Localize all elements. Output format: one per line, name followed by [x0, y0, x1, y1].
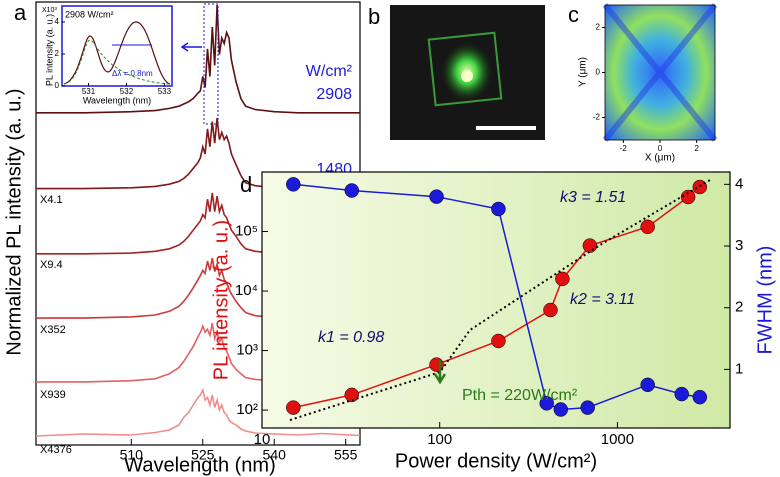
- inset-x-tick-label: 533: [158, 87, 172, 96]
- inset-title: 2908 W/cm²: [65, 9, 114, 19]
- data-point: [429, 189, 444, 204]
- inset-y-tick-label: 4: [55, 17, 60, 26]
- panel-label: a: [14, 0, 27, 25]
- x-tick-label: 10: [254, 431, 271, 448]
- threshold-arrow: [433, 360, 447, 385]
- scale-factor: X939: [40, 389, 66, 401]
- x-tick-label: 510: [120, 447, 144, 463]
- inset-fit: [63, 21, 171, 85]
- slope-label: k3 = 1.51: [560, 189, 626, 206]
- y-axis-label: Normalized PL intensity (a. u.): [3, 88, 25, 355]
- x-tick-label: 555: [334, 447, 358, 463]
- data-point: [692, 389, 708, 405]
- data-point: [344, 387, 360, 403]
- x-axis-label: Wavelength (nm): [124, 454, 276, 476]
- data-point: [344, 183, 360, 198]
- y-tick-label: 10⁴: [235, 282, 258, 299]
- y-tick-label: 10²: [236, 401, 258, 418]
- data-point: [680, 189, 696, 205]
- spectrum: [36, 257, 360, 319]
- spectrum: [35, 387, 361, 437]
- x-tick-label: 525: [191, 447, 215, 463]
- data-point: [582, 238, 598, 253]
- y-tick-label: 10⁵: [235, 222, 258, 239]
- zoom-arrow: [180, 42, 202, 52]
- inset-annotation: Δλ = 0.8nm: [112, 69, 153, 78]
- data-point: [640, 377, 655, 393]
- y-axis-label: Y (μm): [578, 57, 589, 87]
- y2-axis-label: FWHM (nm): [754, 246, 776, 355]
- y2-tick-label: 2: [735, 299, 743, 316]
- x-tick-label: 0: [658, 144, 663, 153]
- y-tick-label: 10³: [236, 342, 258, 359]
- inset-frame: [61, 5, 173, 87]
- x-tick-label: 1000: [601, 431, 634, 448]
- inset-x-label: Wavelength (nm): [83, 95, 151, 105]
- unit-label: W/cm²: [306, 63, 353, 80]
- scale-factor: X352: [40, 324, 66, 336]
- scale-factor: X9.4: [40, 259, 63, 271]
- inset-y-label: PL intensity (a. u.): [44, 14, 54, 86]
- y2-tick-label: 1: [735, 360, 743, 377]
- x-tick-label: -2: [620, 144, 628, 153]
- spectrum: [36, 192, 360, 255]
- threshold-label: Pth = 220W/cm²: [462, 387, 578, 404]
- panel-label: d: [240, 172, 252, 197]
- x-tick-label: 540: [263, 447, 287, 463]
- inset-y-tick-label: 2: [55, 49, 60, 58]
- panel-a: 510 525 540 555 Wavelength (nm) Normalized PL…: [3, 0, 361, 476]
- data-point: [491, 201, 506, 217]
- spectrum: [36, 117, 360, 190]
- data-point: [543, 302, 558, 318]
- data-point: [674, 386, 689, 402]
- zoom-box: [203, 3, 219, 125]
- x-tick-label: 2: [694, 144, 699, 153]
- y-tick-label: 2: [596, 23, 601, 32]
- scale-factor: X4376: [40, 444, 72, 456]
- data-point: [286, 400, 301, 415]
- y-tick-label: 0: [596, 68, 601, 77]
- inset-x-tick-label: 531: [82, 87, 96, 96]
- data-point: [580, 400, 595, 415]
- inset-y-tick-label: 0: [55, 81, 60, 90]
- panel-label: c: [568, 2, 579, 27]
- panel-b: b: [368, 4, 545, 140]
- field-diagonals: [602, 3, 718, 142]
- panel-label: b: [368, 4, 380, 29]
- panel-c: -2 0 2 -2 0 2 X (μm) Y (μm) c: [568, 2, 718, 164]
- series-line: [293, 186, 701, 409]
- data-point: [286, 177, 301, 192]
- spectrum: [36, 4, 360, 114]
- y2-tick-label: 3: [735, 237, 743, 254]
- y-axis-label: PL intensity (a. u.): [210, 220, 232, 380]
- x-axis-label: Power density (W/cm²): [395, 450, 597, 472]
- scale-factor: X4.1: [40, 194, 63, 206]
- power-label: 2908: [316, 86, 352, 103]
- data-point: [539, 396, 554, 411]
- plot-frame: [261, 171, 731, 429]
- slope-label: k1 = 0.98: [318, 329, 384, 346]
- y-tick-label: -2: [593, 113, 601, 122]
- data-point: [553, 402, 569, 417]
- series-line: [293, 183, 700, 411]
- data-point: [640, 219, 655, 235]
- panel-d: 10 100 1000 10² 10³ 10⁴ 10⁵ 1 2 3 4 Power density (…: [210, 171, 776, 472]
- x-axis-label: X (μm): [645, 153, 675, 164]
- x-tick-label: 100: [427, 431, 452, 448]
- inset-x-tick-label: 532: [120, 87, 134, 96]
- data-point: [692, 179, 708, 195]
- y2-tick-label: 4: [735, 175, 743, 192]
- data-point: [491, 333, 506, 349]
- slope-label: k2 = 3.11: [570, 291, 635, 308]
- emission-spot: [461, 70, 473, 82]
- data-point: [555, 271, 570, 287]
- spectrum: [36, 322, 360, 383]
- inset-scale: X10³: [42, 7, 57, 14]
